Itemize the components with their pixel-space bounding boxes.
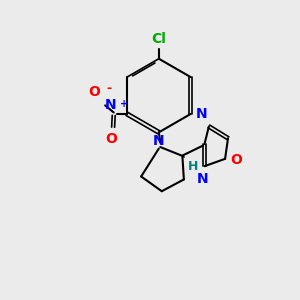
Text: H: H: [188, 160, 198, 173]
Text: O: O: [230, 153, 242, 167]
Text: +: +: [120, 99, 128, 109]
Text: Cl: Cl: [152, 32, 166, 46]
Text: -: -: [106, 82, 112, 95]
Text: N: N: [104, 98, 116, 112]
Text: N: N: [153, 134, 165, 148]
Text: O: O: [88, 85, 100, 99]
Text: N: N: [197, 172, 209, 186]
Text: N: N: [196, 107, 208, 121]
Text: O: O: [106, 132, 118, 145]
